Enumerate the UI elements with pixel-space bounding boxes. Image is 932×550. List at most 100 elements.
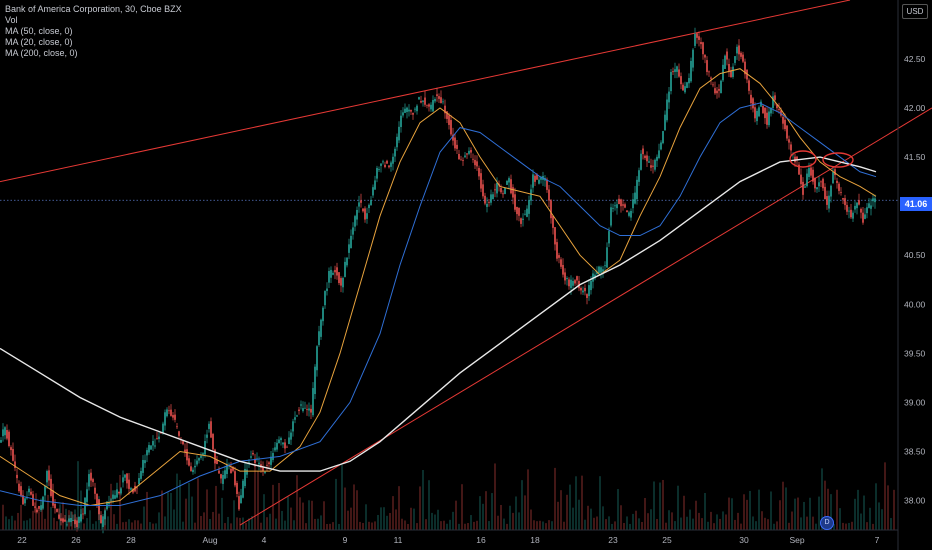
volume-bar — [623, 522, 625, 530]
candle-body — [246, 469, 248, 475]
candle-body — [614, 205, 616, 207]
volume-bar — [731, 498, 733, 530]
dividend-badge[interactable]: D — [820, 516, 834, 530]
volume-bar — [839, 508, 841, 530]
candle-body — [250, 456, 252, 458]
candle-body — [582, 290, 584, 293]
volume-bar — [599, 476, 601, 530]
candle-body — [550, 200, 552, 219]
candle-body — [822, 178, 824, 189]
volume-bar — [686, 516, 688, 530]
candle-body — [866, 207, 868, 214]
candle-body — [658, 150, 660, 158]
volume-bar — [893, 489, 895, 530]
candle-body — [702, 42, 704, 55]
volume-bar — [665, 522, 667, 530]
volume-bar — [491, 493, 493, 530]
candle-body — [626, 210, 628, 213]
volume-bar — [77, 461, 79, 530]
volume-bar — [740, 523, 742, 530]
legend-title: Bank of America Corporation, 30, Cboe BZ… — [5, 4, 182, 14]
volume-bar — [710, 511, 712, 530]
volume-bar — [746, 499, 748, 530]
volume-bar — [419, 486, 421, 530]
volume-bar — [230, 523, 232, 530]
candle-body — [342, 277, 344, 288]
candle-body — [748, 80, 750, 91]
volume-bar — [842, 522, 844, 530]
volume-bar — [401, 518, 403, 530]
candle-body — [808, 168, 810, 177]
candle-body — [546, 179, 548, 190]
volume-bar — [539, 520, 541, 530]
candle-body — [362, 208, 364, 212]
last-price-tag: 41.06 — [900, 197, 932, 211]
candle-body — [558, 255, 560, 258]
currency-label[interactable]: USD — [902, 4, 928, 19]
volume-bar — [461, 484, 463, 530]
volume-bar — [602, 506, 604, 530]
candle-body — [70, 518, 72, 523]
candle-body — [208, 423, 210, 429]
candle-body — [108, 502, 110, 505]
volume-bar — [545, 523, 547, 530]
candle-body — [600, 267, 602, 273]
x-tick-label: 22 — [17, 535, 27, 545]
candle-body — [146, 450, 148, 456]
candle-body — [12, 449, 14, 461]
legend-ma50[interactable]: MA (50, close, 0) — [5, 26, 73, 36]
candle-body — [336, 267, 338, 276]
candle-body — [306, 409, 308, 410]
volume-bar — [131, 522, 133, 530]
volume-bar — [647, 513, 649, 530]
candle-body — [720, 80, 722, 94]
volume-bar — [17, 512, 19, 530]
volume-bar — [161, 490, 163, 530]
candle-body — [692, 49, 694, 68]
candle-body — [406, 107, 408, 113]
candle-body — [562, 264, 564, 275]
candle-body — [188, 458, 190, 466]
volume-bar — [50, 507, 52, 530]
volume-bar — [479, 496, 481, 530]
volume-bar — [221, 497, 223, 530]
x-tick-label: 26 — [71, 535, 81, 545]
volume-bar — [35, 493, 37, 530]
volume-bar — [494, 463, 496, 530]
volume-bar — [851, 521, 853, 530]
candle-body — [140, 471, 142, 479]
candle-body — [444, 105, 446, 114]
candle-body — [456, 144, 458, 149]
candle-body — [776, 104, 778, 109]
candle-body — [516, 206, 518, 215]
candle-body — [338, 272, 340, 284]
candle-body — [868, 203, 870, 208]
candle-body — [584, 288, 586, 292]
legend-ma200[interactable]: MA (200, close, 0) — [5, 48, 78, 58]
volume-bar — [272, 484, 274, 530]
candle-body — [724, 55, 726, 69]
candle-body — [262, 466, 264, 471]
candle-body — [870, 205, 872, 209]
volume-bar — [713, 523, 715, 530]
volume-bar — [245, 522, 247, 530]
candle-body — [666, 99, 668, 121]
volume-bar — [464, 523, 466, 530]
candle-body — [552, 215, 554, 228]
legend-vol[interactable]: Vol — [5, 15, 18, 25]
volume-bar — [176, 473, 178, 530]
legend-ma20[interactable]: MA (20, close, 0) — [5, 37, 73, 47]
candle-body — [484, 195, 486, 204]
volume-bar — [620, 505, 622, 530]
candle-body — [62, 518, 64, 522]
volume-bar — [758, 489, 760, 530]
candle-body — [800, 174, 802, 185]
volume-bar — [308, 500, 310, 530]
candle-body — [690, 60, 692, 82]
volume-bar — [191, 496, 193, 530]
candle-body — [458, 153, 460, 160]
candle-body — [522, 218, 524, 220]
candle-body — [814, 177, 816, 189]
